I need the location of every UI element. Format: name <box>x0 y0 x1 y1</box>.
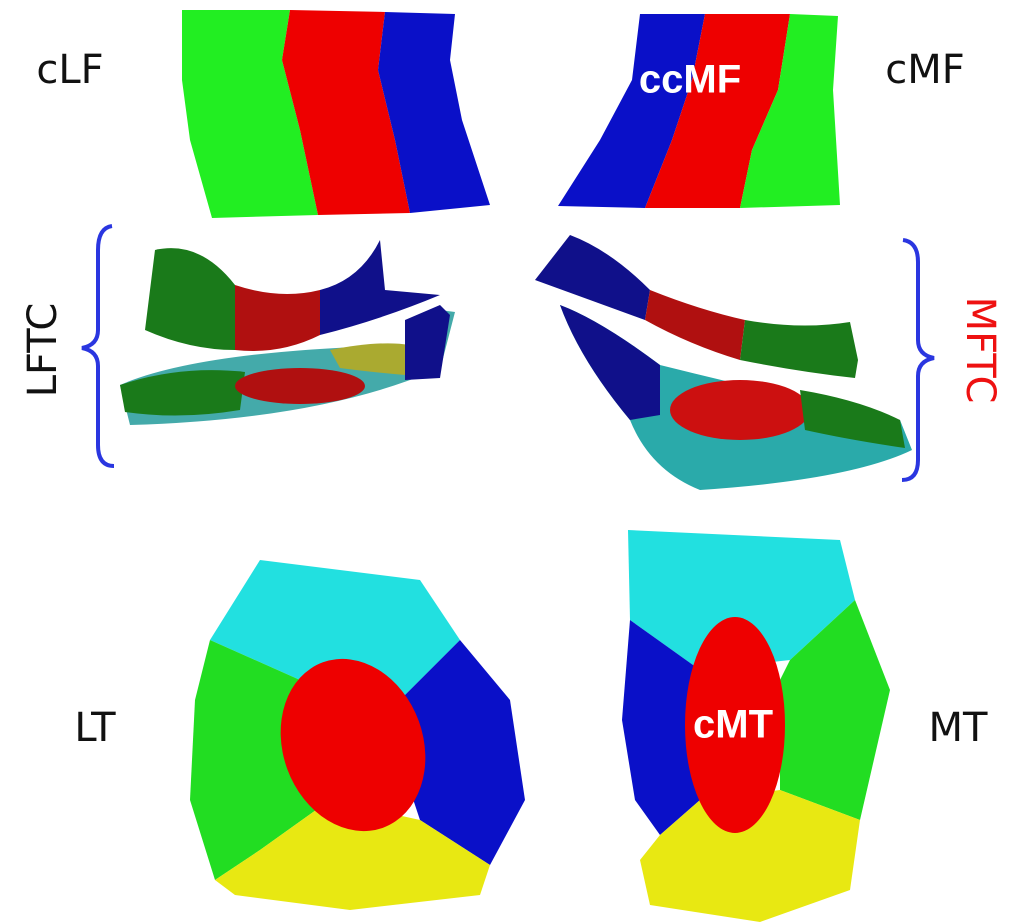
region-label: LT <box>74 705 116 751</box>
lftc-slabs <box>120 240 455 425</box>
mftc-slabs <box>535 235 912 490</box>
mftc-bracket <box>901 238 935 482</box>
region-label: cLF <box>36 47 103 93</box>
lt-patch <box>190 560 525 910</box>
region-label: MFTC <box>957 297 1003 404</box>
cmf-patch <box>558 14 840 208</box>
mt-patch <box>622 530 890 922</box>
subregion-label: cMT <box>693 703 773 747</box>
clf-patch <box>182 10 490 218</box>
region-label: cMF <box>885 47 965 93</box>
region-label: LFTC <box>20 303 66 398</box>
region-label: MT <box>929 705 989 751</box>
subregion-label: ccMF <box>639 58 741 102</box>
lftc-bracket <box>81 224 115 468</box>
